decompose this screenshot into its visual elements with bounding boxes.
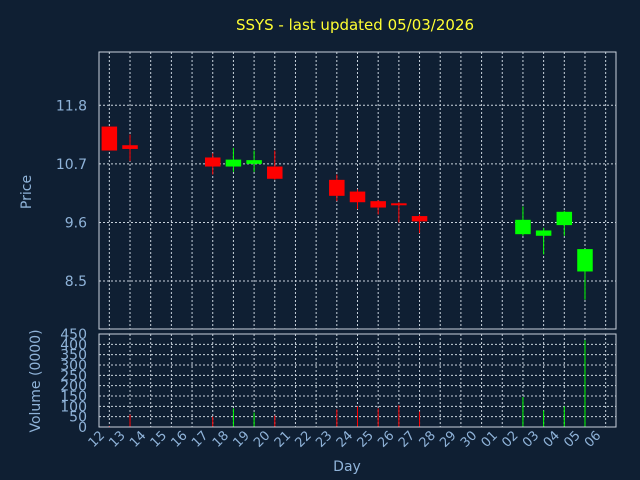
x-tick-label: 23 <box>313 428 335 450</box>
x-tick-label: 29 <box>437 428 459 450</box>
candle-body <box>246 160 262 164</box>
candle-body <box>225 159 242 167</box>
volume-y-tick-label: 450 <box>60 327 87 343</box>
x-tick-label: 25 <box>355 428 377 450</box>
price-panel-frame <box>98 51 617 330</box>
x-tick-label: 02 <box>499 428 521 450</box>
x-tick-label: 04 <box>541 428 563 450</box>
x-tick-label: 03 <box>520 428 542 450</box>
candle-body <box>101 126 118 151</box>
x-tick-label: 24 <box>334 428 356 450</box>
candle-body <box>122 145 138 149</box>
volume-axis-label: Volume (0000) <box>28 329 44 432</box>
price-axis-label: Price <box>19 175 35 209</box>
x-tick-label: 16 <box>168 428 190 450</box>
x-tick-label: 06 <box>582 428 604 450</box>
volume-y-tick-label: 300 <box>60 358 87 374</box>
candle-body <box>370 201 386 208</box>
candle-body <box>411 216 428 222</box>
x-tick-label: 18 <box>210 428 232 450</box>
x-tick-label: 13 <box>106 428 128 450</box>
candle-body <box>349 191 366 203</box>
price-y-tick-label: 11.8 <box>56 98 87 114</box>
x-tick-label: 14 <box>127 428 149 450</box>
volume-y-tick-label: 0 <box>78 420 87 436</box>
price-candles <box>101 126 593 300</box>
price-y-ticks: 8.5 9.6 10.7 11.8 <box>56 98 87 290</box>
x-tick-label: 12 <box>86 428 108 450</box>
x-tick-label: 17 <box>189 428 211 450</box>
candle-body <box>391 203 407 206</box>
x-axis-label: Day <box>333 459 361 475</box>
volume-y-tick-label: 100 <box>60 399 87 415</box>
x-tick-label: 30 <box>458 428 480 450</box>
price-y-tick-label: 8.5 <box>65 274 87 290</box>
x-tick-label: 05 <box>561 428 583 450</box>
x-tick-label: 01 <box>479 428 501 450</box>
volume-bars <box>108 340 586 427</box>
x-tick-label: 28 <box>417 428 439 450</box>
x-tick-label: 26 <box>375 428 397 450</box>
volume-panel-frame <box>98 333 617 428</box>
candle-body <box>515 219 531 235</box>
x-tick-label: 27 <box>396 428 418 450</box>
volume-y-tick-label: 350 <box>60 348 87 364</box>
volume-y-tick-label: 250 <box>60 368 87 384</box>
x-tick-label: 20 <box>251 428 273 450</box>
x-tick-label: 22 <box>293 428 315 450</box>
candle-body <box>329 179 345 196</box>
x-tick-label: 19 <box>230 428 252 450</box>
x-tick-label: 21 <box>272 428 294 450</box>
volume-y-tick-label: 400 <box>60 337 87 353</box>
price-y-tick-label: 10.7 <box>56 157 87 173</box>
volume-y-tick-label: 200 <box>60 379 87 395</box>
volume-y-tick-label: 50 <box>69 410 87 426</box>
x-axis-ticks: 1213141516171819202122232425262728293001… <box>86 428 605 450</box>
candle-body <box>267 166 283 179</box>
candle-body <box>556 211 573 226</box>
candle-body <box>535 230 552 236</box>
x-tick-label: 15 <box>148 428 170 450</box>
volume-y-tick-label: 150 <box>60 389 87 405</box>
candle-body <box>204 157 221 167</box>
chart-title: SSYS - last updated 05/03/2026 <box>236 16 474 34</box>
price-y-tick-label: 9.6 <box>65 215 87 231</box>
candle-body <box>577 249 593 272</box>
